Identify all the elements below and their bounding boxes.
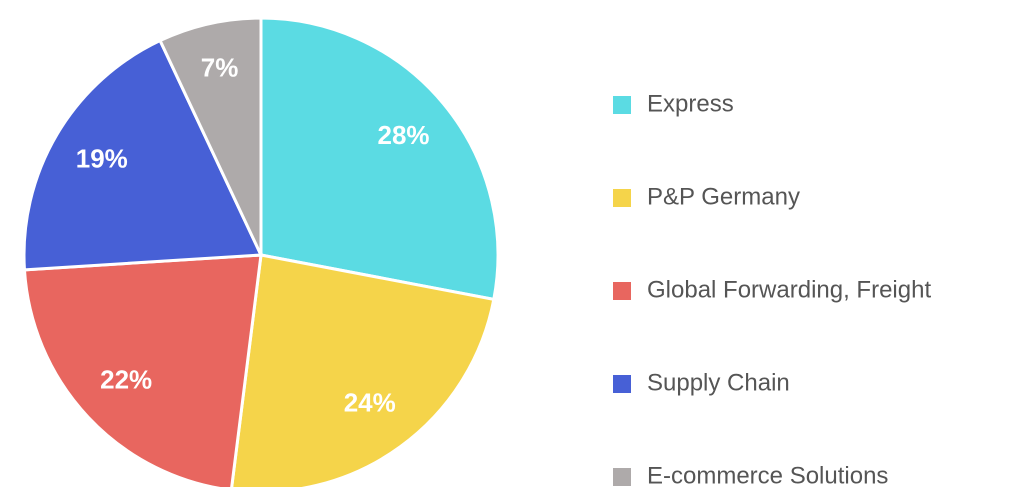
legend-swatch bbox=[613, 96, 631, 114]
slice-label: 22% bbox=[100, 365, 152, 395]
pie-slice bbox=[158, 16, 263, 256]
legend-label: Global Forwarding, Freight bbox=[647, 276, 931, 303]
slice-label: 28% bbox=[378, 120, 430, 150]
pie-slice bbox=[22, 38, 264, 272]
legend-label: E-commerce Solutions bbox=[647, 462, 888, 487]
pie-slice bbox=[22, 253, 263, 487]
slice-label: 7% bbox=[201, 52, 239, 82]
legend-label: Express bbox=[647, 90, 734, 117]
pie-slice bbox=[230, 253, 496, 487]
legend-swatch bbox=[613, 189, 631, 207]
legend-swatch bbox=[613, 282, 631, 300]
slice-label: 24% bbox=[344, 388, 396, 418]
pie-slice bbox=[259, 16, 500, 302]
legend-label: P&P Germany bbox=[647, 183, 800, 210]
legend-swatch bbox=[613, 375, 631, 393]
slice-label: 19% bbox=[76, 144, 128, 174]
legend-swatch bbox=[613, 468, 631, 486]
legend-label: Supply Chain bbox=[647, 369, 790, 396]
